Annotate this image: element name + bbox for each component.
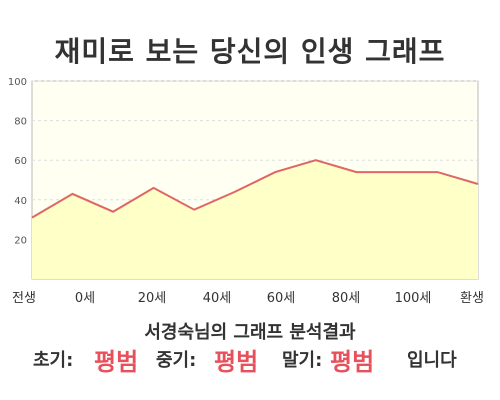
x-tick-label: 100세: [395, 291, 432, 306]
y-tick-label: 80: [14, 117, 27, 128]
result-suffix: 입니다: [407, 350, 457, 371]
analysis-subtitle: 서경숙님의 그래프 분석결과: [144, 322, 356, 343]
late-label: 말기:: [282, 350, 323, 371]
series-line: [31, 159, 479, 219]
x-tick-label: 환생: [460, 291, 484, 306]
y-tick-label: 60: [14, 156, 27, 167]
x-tick-label: 40세: [203, 291, 232, 306]
y-tick-label: 40: [14, 196, 27, 207]
x-tick-label: 20세: [138, 291, 167, 306]
early-label: 초기:: [33, 350, 74, 371]
x-tick-label: 전생: [12, 291, 36, 306]
x-tick-label: 80세: [332, 291, 361, 306]
middle-value: 평범: [214, 348, 259, 376]
late-value: 평범: [330, 348, 375, 376]
y-tick-label: 100: [8, 77, 27, 88]
x-tick-label: 0세: [75, 291, 95, 306]
early-value: 평범: [94, 348, 139, 376]
chart-title: 재미로 보는 당신의 인생 그래프: [54, 35, 446, 68]
area-fill: [32, 160, 478, 279]
x-tick-label: 60세: [267, 291, 296, 306]
y-tick-label: 20: [14, 235, 27, 246]
middle-label: 중기:: [156, 350, 197, 371]
